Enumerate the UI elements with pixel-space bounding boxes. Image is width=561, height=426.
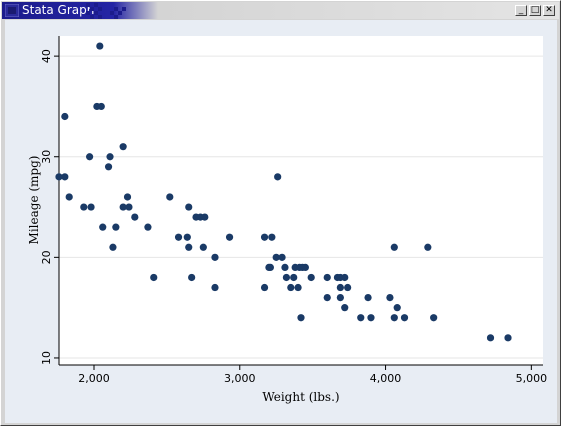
data-point [308, 274, 315, 281]
data-point [261, 284, 268, 291]
titlebar-dither-pattern [86, 3, 134, 19]
title-bar[interactable]: Stata Graph _ □ ✕ [2, 2, 559, 19]
data-point [504, 334, 511, 341]
data-point [287, 284, 294, 291]
data-point [391, 244, 398, 251]
x-axis-label: Weight (lbs.) [262, 390, 339, 404]
data-point [283, 274, 290, 281]
data-point [99, 224, 106, 231]
data-point [112, 224, 119, 231]
data-point [184, 234, 191, 241]
data-point [487, 334, 494, 341]
data-point [391, 314, 398, 321]
data-point [261, 234, 268, 241]
x-tick-label: 3,000 [224, 372, 256, 385]
data-point [211, 254, 218, 261]
data-point [61, 113, 68, 120]
close-button[interactable]: ✕ [543, 5, 555, 16]
data-point [200, 244, 207, 251]
data-point [281, 264, 288, 271]
window-title: Stata Graph [22, 4, 94, 17]
stata-app-icon [5, 4, 19, 17]
data-point [96, 42, 103, 49]
y-tick-label: 10 [40, 351, 53, 365]
data-point [430, 314, 437, 321]
data-point [226, 234, 233, 241]
data-point [86, 153, 93, 160]
y-tick-label: 40 [40, 49, 53, 63]
data-point [106, 153, 113, 160]
data-point [268, 234, 275, 241]
data-point [294, 284, 301, 291]
data-point [131, 214, 138, 221]
data-point [290, 274, 297, 281]
data-point [364, 294, 371, 301]
data-point [278, 254, 285, 261]
y-axis-label: Mileage (mpg) [27, 156, 41, 245]
data-point [386, 294, 393, 301]
data-point [150, 274, 157, 281]
data-point [87, 203, 94, 210]
data-point [201, 214, 208, 221]
data-point [61, 173, 68, 180]
maximize-button[interactable]: □ [529, 5, 541, 16]
data-point [185, 203, 192, 210]
data-point [274, 173, 281, 180]
data-point [109, 244, 116, 251]
y-tick-label: 30 [40, 150, 53, 164]
data-point [297, 314, 304, 321]
data-point [302, 264, 309, 271]
x-tick-label: 4,000 [370, 372, 402, 385]
y-tick-label: 20 [40, 250, 53, 264]
data-point [175, 234, 182, 241]
data-point [144, 224, 151, 231]
data-point [337, 294, 344, 301]
data-point [125, 203, 132, 210]
graph-region: 10 20 30 40 2,000 3,000 4,000 5,000 Weight (lbs… [5, 20, 557, 423]
data-point [66, 193, 73, 200]
minimize-button[interactable]: _ [515, 5, 527, 16]
data-point [344, 284, 351, 291]
data-point [188, 274, 195, 281]
data-point [394, 304, 401, 311]
data-point [367, 314, 374, 321]
data-point [341, 304, 348, 311]
data-point [120, 143, 127, 150]
data-point [98, 103, 105, 110]
scatter-chart: 10 20 30 40 2,000 3,000 4,000 5,000 Weight (lbs… [5, 20, 557, 423]
data-point [401, 314, 408, 321]
data-point [424, 244, 431, 251]
data-point [341, 274, 348, 281]
data-point [324, 294, 331, 301]
data-point [324, 274, 331, 281]
x-tick-label: 5,000 [516, 372, 548, 385]
data-point [211, 284, 218, 291]
x-tick-label: 2,000 [78, 372, 110, 385]
data-point [166, 193, 173, 200]
data-point [337, 284, 344, 291]
data-point [185, 244, 192, 251]
data-point [105, 163, 112, 170]
data-point [124, 193, 131, 200]
data-point [267, 264, 274, 271]
data-point [357, 314, 364, 321]
data-point [80, 203, 87, 210]
